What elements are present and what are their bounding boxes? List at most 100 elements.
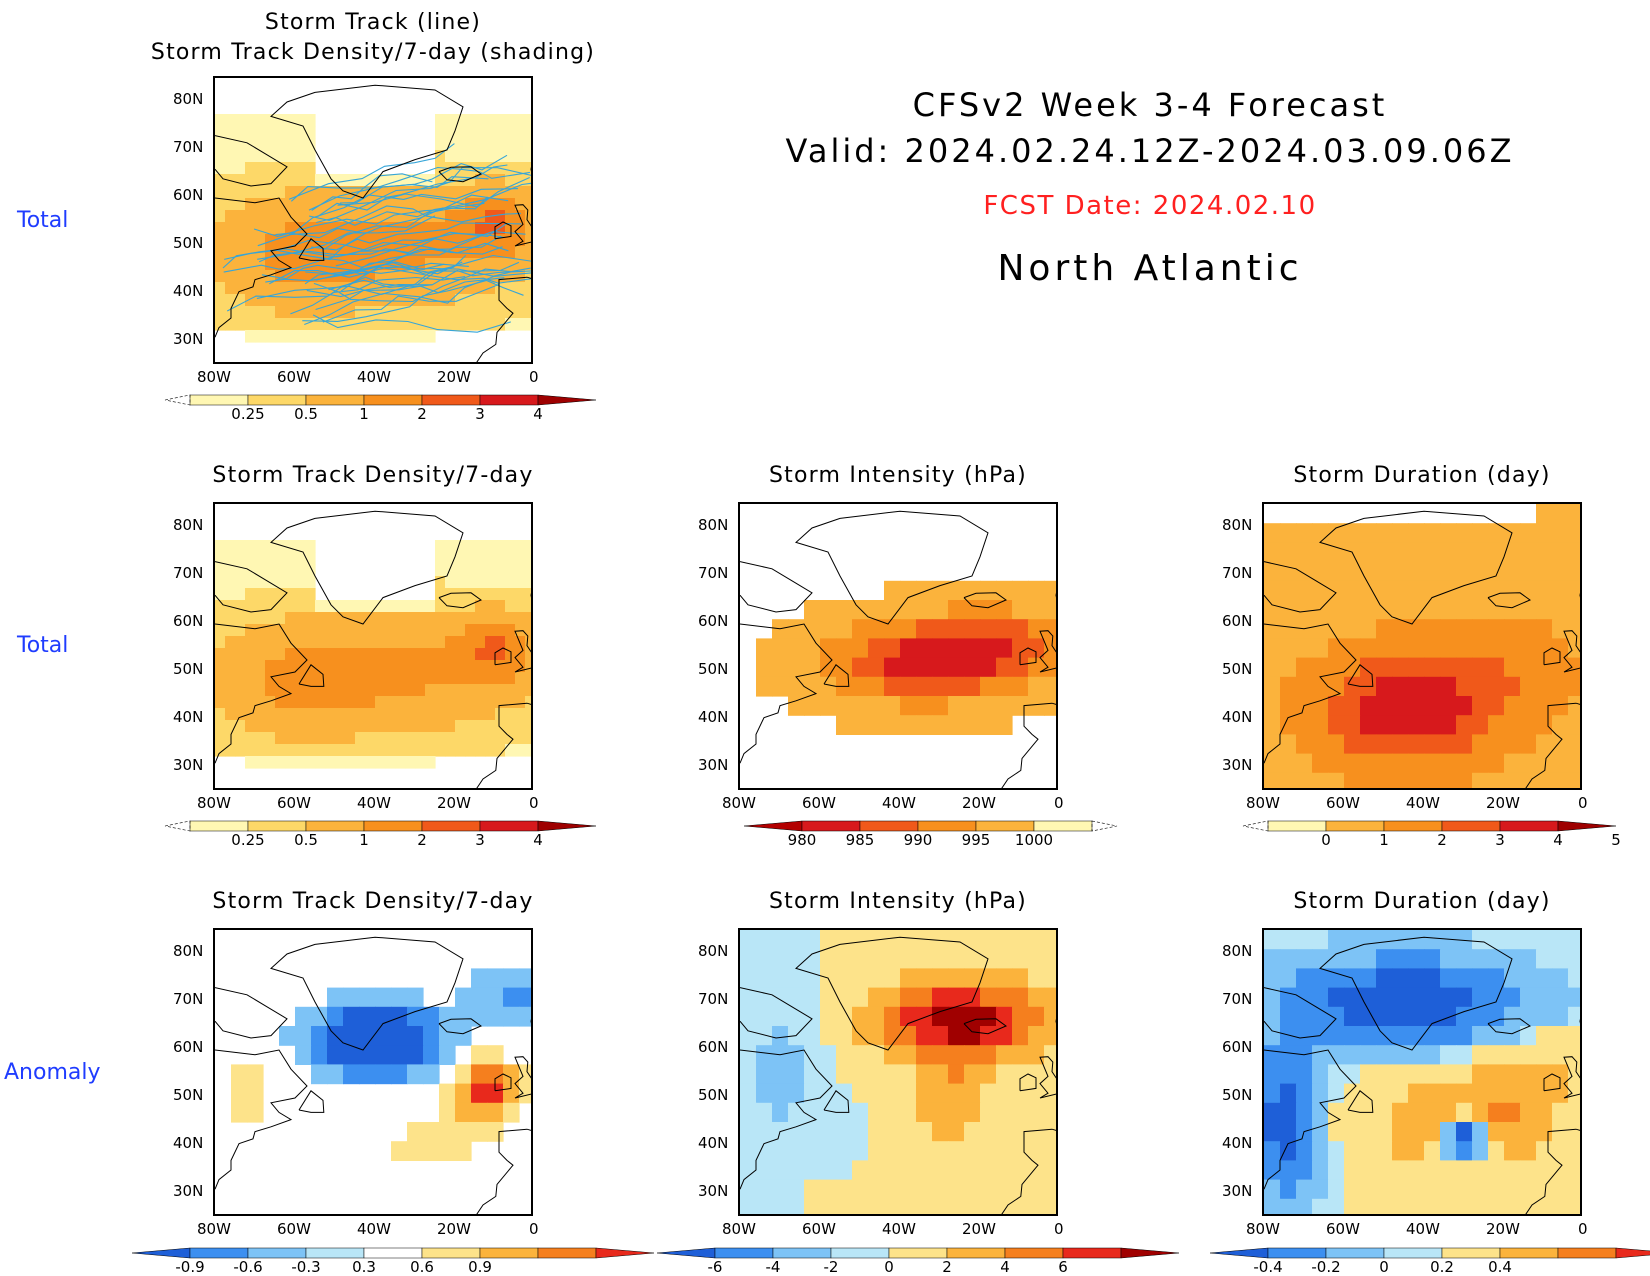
field-cell	[485, 648, 496, 661]
field-cell	[852, 1006, 869, 1027]
field-cell	[980, 1026, 997, 1046]
field-cell	[1520, 600, 1537, 620]
field-cell	[820, 600, 837, 620]
field-cell	[740, 1083, 757, 1104]
field-cell	[335, 684, 346, 697]
colorbar-swatch	[1325, 1247, 1385, 1259]
field-cell	[275, 540, 286, 553]
field-cell	[225, 138, 236, 151]
field-cell	[948, 1102, 965, 1123]
field-cell	[964, 600, 981, 620]
field-cell	[1360, 715, 1377, 735]
field-cell	[485, 636, 496, 649]
field-cell	[788, 987, 805, 1008]
field-cell	[465, 306, 476, 319]
field-cell	[1360, 600, 1377, 620]
field-cell	[215, 684, 226, 697]
field-cell	[247, 1064, 264, 1085]
field-cell	[327, 1006, 344, 1027]
field-cell	[265, 612, 276, 625]
field-cell	[355, 198, 366, 211]
field-cell	[772, 930, 789, 950]
field-cell	[1360, 949, 1377, 969]
field-cell	[820, 1122, 837, 1142]
field-cell	[515, 318, 526, 331]
field-cell	[1504, 561, 1521, 582]
field-cell	[405, 330, 416, 343]
field-cell	[225, 234, 236, 247]
storm-track-line	[265, 254, 531, 283]
field-cell	[335, 294, 346, 307]
field-cell	[485, 294, 496, 307]
coastline	[963, 592, 1008, 609]
field-cell	[255, 138, 266, 151]
field-cell	[385, 318, 396, 331]
field-cell	[275, 114, 286, 127]
field-cell	[515, 294, 526, 307]
colorbar-label: 0.2	[1430, 1258, 1454, 1276]
field-cell	[1344, 1160, 1361, 1181]
field-cell	[235, 660, 246, 673]
field-cell	[215, 294, 226, 307]
colorbar-label: 0	[884, 1258, 894, 1276]
field-cell	[505, 210, 516, 223]
field-cell	[245, 684, 256, 697]
field-cell	[343, 1064, 360, 1085]
field-cell	[235, 258, 246, 271]
field-cell	[485, 318, 496, 331]
field-cell	[788, 1122, 805, 1142]
field-cell	[445, 540, 456, 553]
field-cell	[1408, 968, 1425, 989]
field-cell	[225, 282, 236, 295]
coastline	[298, 238, 325, 261]
field-cell	[515, 660, 526, 673]
field-cell	[445, 552, 456, 565]
field-cell	[311, 1006, 328, 1027]
field-cell	[475, 684, 486, 697]
lat-tick-label: 40N	[1222, 1134, 1253, 1152]
field-cell	[1520, 619, 1537, 639]
field-cell	[365, 306, 376, 319]
field-cell	[1360, 1160, 1377, 1181]
field-cell	[948, 600, 965, 620]
field-cell	[900, 987, 917, 1008]
field-cell	[327, 1064, 344, 1085]
field-cell	[1440, 638, 1457, 659]
field-cell	[820, 676, 837, 697]
field-cell	[525, 246, 531, 259]
field-cell	[505, 732, 516, 745]
field-cell	[225, 624, 236, 637]
field-cell	[325, 222, 336, 235]
field-cell	[435, 648, 446, 661]
field-cell	[1552, 1179, 1569, 1200]
field-cell	[495, 150, 506, 163]
field-cell	[485, 612, 496, 625]
field-cell	[285, 126, 296, 139]
field-cell	[295, 138, 306, 151]
field-cell	[515, 612, 526, 625]
field-cell	[519, 1083, 531, 1104]
field-cell	[868, 1064, 885, 1085]
field-cell	[231, 1102, 248, 1123]
field-cell	[1376, 715, 1393, 735]
field-cell	[964, 638, 981, 659]
field-cell	[345, 624, 356, 637]
field-cell	[515, 282, 526, 295]
field-cell	[425, 282, 436, 295]
field-cell	[1344, 638, 1361, 659]
field-cell	[1392, 676, 1409, 697]
field-cell	[1360, 1026, 1377, 1046]
field-cell	[1344, 715, 1361, 735]
field-cell	[916, 676, 933, 697]
field-cell	[435, 540, 446, 553]
field-cell	[215, 564, 226, 577]
field-cell	[519, 968, 531, 989]
field-cell	[235, 318, 246, 331]
field-cell	[996, 949, 1013, 969]
field-cell	[1328, 1179, 1345, 1200]
field-cell	[245, 282, 256, 295]
field-cell	[1044, 1045, 1056, 1065]
field-cell	[900, 930, 917, 950]
field-cell	[884, 696, 901, 716]
field-cell	[1044, 619, 1056, 639]
